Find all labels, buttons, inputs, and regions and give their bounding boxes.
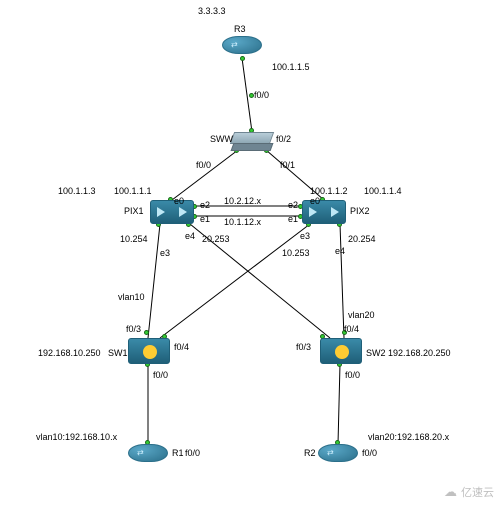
if-pix1-e0: e0 (174, 196, 184, 206)
if-sww-f00: f0/0 (196, 160, 211, 170)
if-pix2-e2: e2 (288, 200, 298, 210)
label-r1: R1 (172, 448, 184, 458)
if-sww-f01: f0/1 (280, 160, 295, 170)
ip-r3-lo: 3.3.3.3 (198, 6, 226, 16)
if-pix1-e2: e2 (200, 200, 210, 210)
if-sw1-f00: f0/0 (153, 370, 168, 380)
ip-pix2-e4: 20.254 (348, 234, 376, 244)
if-pix1-e1: e1 (200, 214, 210, 224)
node-sw2 (320, 338, 362, 364)
if-sw1-f03: f0/3 (126, 324, 141, 334)
node-sw1 (128, 338, 170, 364)
ip-pix1-e3: 10.254 (120, 234, 148, 244)
lbl-vlan20net: vlan20:192.168.20.x (368, 432, 449, 442)
if-sw2-f00: f0/0 (345, 370, 360, 380)
ip-pix1-e4: 20.253 (202, 234, 230, 244)
if-sww-f02: f0/2 (276, 134, 291, 144)
label-sww: SWW (210, 134, 233, 144)
node-pix1 (150, 200, 194, 224)
if-pix1-e4: e4 (185, 231, 195, 241)
label-sw2: SW2 (366, 348, 386, 358)
if-pix2-e1: e1 (288, 214, 298, 224)
node-r2: ⇄ (318, 444, 358, 468)
if-pix2-e3: e3 (300, 231, 310, 241)
ip-pix2-e3: 10.253 (282, 248, 310, 258)
port-dot (144, 330, 149, 335)
label-pix2: PIX2 (350, 206, 370, 216)
watermark: ☁ 亿速云 (444, 484, 494, 500)
if-sw2-f04: f0/4 (344, 324, 359, 334)
ip-pix1-out: 100.1.1.1 (114, 186, 152, 196)
lbl-vlan10: vlan10 (118, 292, 145, 302)
topology-lines (0, 0, 500, 506)
if-pix2-e4: e4 (335, 246, 345, 256)
ip-pix2-out: 100.1.1.2 (310, 186, 348, 196)
if-pix2-e0: e0 (310, 196, 320, 206)
ip-pix1-out-b: 100.1.1.3 (58, 186, 96, 196)
label-r2: R2 (304, 448, 316, 458)
node-sww (232, 132, 272, 152)
lbl-vlan20: vlan20 (348, 310, 375, 320)
ip-r3-f00: 100.1.1.5 (272, 62, 310, 72)
label-r3: R3 (234, 24, 246, 34)
lbl-vlan10net: vlan10:192.168.10.x (36, 432, 117, 442)
if-pix1-e3: e3 (160, 248, 170, 258)
if-r3-f00: f0/0 (254, 90, 269, 100)
ip-sw2: 192.168.20.250 (388, 348, 451, 358)
label-sw1: SW1 (108, 348, 128, 358)
if-r2-f00: f0/0 (362, 448, 377, 458)
if-sw1-f04: f0/4 (174, 342, 189, 352)
watermark-text: 亿速云 (461, 484, 494, 500)
if-sw2-f03: f0/3 (296, 342, 311, 352)
label-pix1: PIX1 (124, 206, 144, 216)
cloud-icon: ☁ (444, 484, 457, 500)
node-r1: ⇄ (128, 444, 168, 468)
ip-link-e1: 10.1.12.x (224, 217, 261, 227)
if-r1-f00: f0/0 (185, 448, 200, 458)
node-pix2 (302, 200, 346, 224)
ip-pix2-out-b: 100.1.1.4 (364, 186, 402, 196)
ip-sw1: 192.168.10.250 (38, 348, 101, 358)
ip-link-e2: 10.2.12.x (224, 196, 261, 206)
node-r3: ⇄ (222, 36, 262, 60)
